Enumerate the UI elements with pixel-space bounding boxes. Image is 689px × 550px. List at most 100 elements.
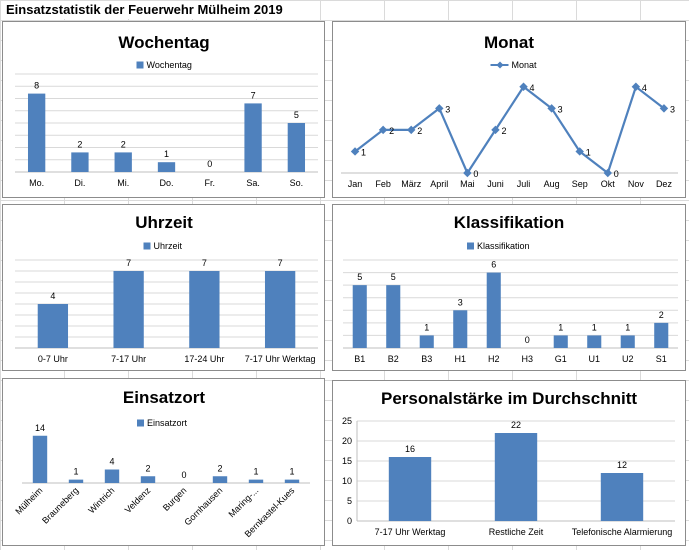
data-label: 1	[73, 467, 78, 477]
data-label: 4	[109, 457, 114, 467]
x-tick-label: Nov	[628, 179, 645, 189]
x-tick-label: Aug	[544, 179, 560, 189]
bar	[654, 322, 669, 348]
data-label: 7	[278, 258, 283, 268]
x-tick-label: Telefonische Alarmierung	[572, 527, 673, 537]
data-label: 1	[424, 322, 429, 332]
x-tick-label: 7-17 Uhr	[111, 354, 146, 364]
data-label: 1	[361, 147, 366, 157]
bar	[189, 271, 220, 348]
data-label: 5	[391, 272, 396, 282]
legend-label: Monat	[512, 60, 538, 70]
data-label: 22	[511, 420, 521, 430]
data-label: 0	[207, 159, 212, 169]
x-tick-label: 7-17 Uhr Werktag	[245, 354, 316, 364]
line-point	[491, 125, 500, 135]
bar	[600, 473, 644, 521]
x-tick-label: März	[401, 179, 421, 189]
x-tick-label: B3	[421, 354, 432, 364]
data-label: 1	[558, 322, 563, 332]
legend-marker-icon	[496, 61, 504, 69]
bar	[140, 476, 156, 483]
x-tick-label: Veldenz	[123, 485, 153, 515]
data-label: 1	[164, 149, 169, 159]
chart-svg: Klassifikation Klassifikation 5 B1 5 B2 1 B3 3 H1…	[343, 213, 678, 364]
data-label: 3	[558, 104, 563, 114]
x-tick-label: Juli	[517, 179, 531, 189]
data-label: 3	[670, 104, 675, 114]
data-label: 1	[586, 147, 591, 157]
bar	[284, 479, 300, 483]
chart-title: Personalstärke im Durchschnitt	[381, 389, 637, 408]
x-tick-label: U1	[588, 354, 600, 364]
chart-wochentag[interactable]: Wochentag Wochentag 8 Mo. 2 Di. 2 Mi. 1 Do. 0 Fr. 7 S…	[2, 21, 325, 198]
legend-label: Uhrzeit	[154, 241, 183, 251]
x-tick-label: H1	[454, 354, 466, 364]
legend-label: Klassifikation	[477, 241, 530, 251]
x-tick-label: U2	[622, 354, 634, 364]
x-tick-label: Okt	[601, 179, 616, 189]
y-tick-label: 20	[342, 436, 352, 446]
x-tick-label: B1	[354, 354, 365, 364]
x-tick-label: B2	[388, 354, 399, 364]
x-tick-label: Dez	[656, 179, 673, 189]
bar	[113, 271, 144, 348]
line-point	[378, 125, 388, 135]
data-label: 2	[121, 139, 126, 149]
y-tick-label: 25	[342, 416, 352, 426]
bar	[157, 162, 176, 172]
data-label: 0	[473, 169, 478, 179]
data-label: 4	[642, 83, 647, 93]
bar	[620, 335, 635, 348]
data-label: 3	[445, 104, 450, 114]
data-label: 16	[405, 444, 415, 454]
x-tick-label: Do.	[159, 178, 173, 188]
bar	[352, 285, 367, 348]
chart-uhrzeit[interactable]: Uhrzeit Uhrzeit 4 0-7 Uhr 7 7-17 Uhr 7 17-24 Uh…	[2, 204, 325, 371]
bar	[212, 476, 228, 483]
y-tick-label: 5	[347, 496, 352, 506]
bar	[248, 479, 264, 483]
data-label: 12	[617, 460, 627, 470]
bar	[104, 469, 120, 483]
data-label: 4	[530, 83, 535, 93]
chart-einsatzort[interactable]: Einsatzort Einsatzort 14 Mülheim 1 Brauneberg…	[2, 378, 325, 546]
data-label: 2	[389, 126, 394, 136]
data-label: 3	[458, 297, 463, 307]
bar	[486, 272, 501, 348]
x-tick-label: Fr.	[205, 178, 216, 188]
sheet-title: Einsatzstatistik der Feuerwehr Mülheim 2…	[6, 1, 287, 19]
data-label: 6	[491, 260, 496, 270]
x-tick-label: Juni	[487, 179, 504, 189]
chart-title: Monat	[484, 33, 534, 52]
data-label: 7	[202, 258, 207, 268]
data-label: 1	[592, 322, 597, 332]
bar	[264, 271, 296, 348]
data-label: 1	[253, 467, 258, 477]
chart-klassifikation[interactable]: Klassifikation Klassifikation 5 B1 5 B2 1 B3 3 H1…	[332, 204, 686, 371]
legend-label: Einsatzort	[147, 418, 188, 428]
line-point	[519, 82, 528, 92]
data-label: 2	[659, 310, 664, 320]
data-label: 8	[34, 81, 39, 91]
x-tick-label: Feb	[375, 179, 391, 189]
data-label: 2	[417, 126, 422, 136]
x-tick-label: G1	[555, 354, 567, 364]
x-tick-label: 7-17 Uhr Werktag	[375, 527, 446, 537]
bar	[587, 335, 602, 348]
x-tick-label: S1	[656, 354, 667, 364]
chart-title: Uhrzeit	[135, 213, 193, 232]
chart-personal[interactable]: Personalstärke im Durchschnitt 0 5 10 15 20 25…	[332, 380, 686, 546]
bar	[68, 479, 84, 483]
data-label: 5	[357, 272, 362, 282]
x-tick-label: Mi.	[117, 178, 129, 188]
chart-monat[interactable]: Monat Monat 1 Jan 2 Feb 2 März 3 April 0 Mai 2 Juni 4 J…	[332, 21, 686, 198]
x-tick-label: Mo.	[29, 178, 44, 188]
x-tick-label: Di.	[74, 178, 85, 188]
data-label: 0	[181, 470, 186, 480]
bar	[553, 335, 568, 348]
x-tick-label: Mülheim	[13, 485, 44, 516]
x-tick-label: Sa.	[246, 178, 260, 188]
y-tick-label: 10	[342, 476, 352, 486]
data-label: 5	[294, 110, 299, 120]
